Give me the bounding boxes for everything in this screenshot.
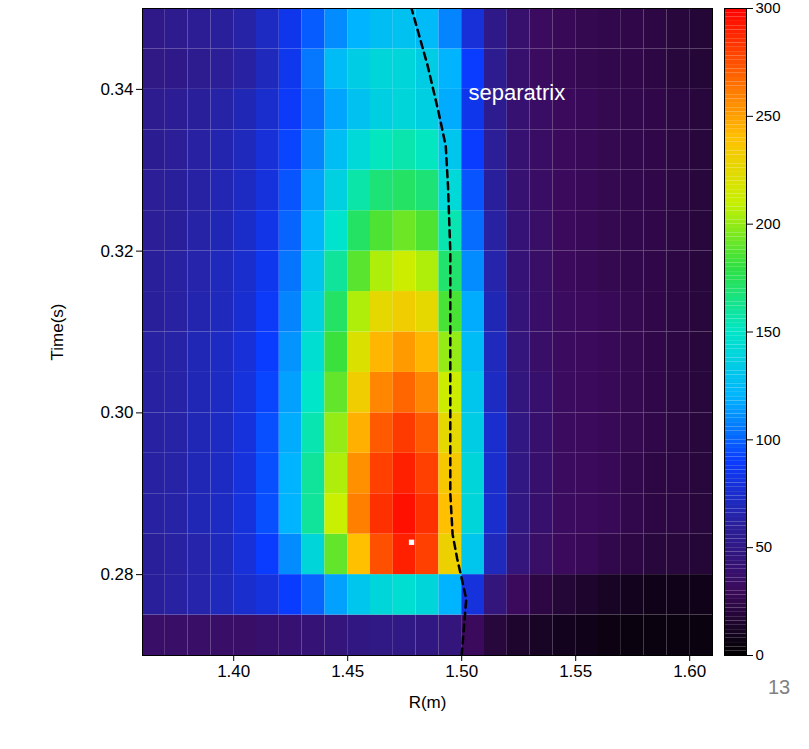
svg-text:1.50: 1.50 xyxy=(445,662,478,681)
svg-text:1.60: 1.60 xyxy=(673,662,706,681)
svg-text:0.32: 0.32 xyxy=(100,242,133,261)
svg-text:150: 150 xyxy=(756,323,781,340)
svg-text:0.34: 0.34 xyxy=(100,80,133,99)
svg-text:1.55: 1.55 xyxy=(559,662,592,681)
svg-text:R(m): R(m) xyxy=(409,693,447,712)
svg-text:0: 0 xyxy=(756,646,764,663)
svg-text:200: 200 xyxy=(756,215,781,232)
svg-text:50: 50 xyxy=(756,538,773,555)
svg-text:0.28: 0.28 xyxy=(100,565,133,584)
svg-text:100: 100 xyxy=(756,431,781,448)
svg-text:separatrix: separatrix xyxy=(469,80,566,105)
svg-text:0.30: 0.30 xyxy=(100,403,133,422)
svg-text:Time(s): Time(s) xyxy=(48,304,67,361)
html-text:13: 13 xyxy=(768,676,791,698)
svg-text:300: 300 xyxy=(756,0,781,16)
svg-text:250: 250 xyxy=(756,107,781,124)
svg-text:1.40: 1.40 xyxy=(217,662,250,681)
svg-text:1.45: 1.45 xyxy=(331,662,364,681)
